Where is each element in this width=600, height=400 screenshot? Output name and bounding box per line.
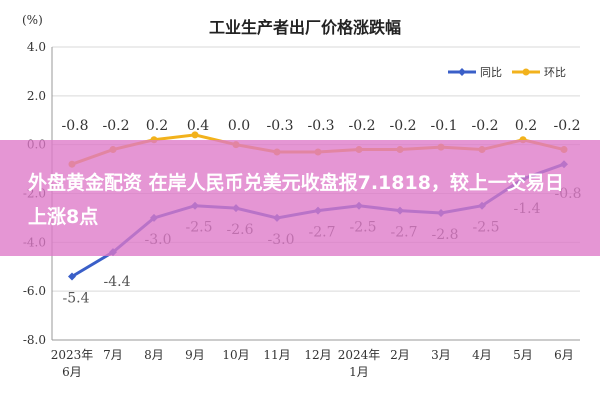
x-tick-label: 6月 — [554, 348, 574, 362]
x-tick-label: 12月 — [304, 348, 331, 362]
data-label: -0.2 — [472, 118, 499, 134]
data-label: 0.4 — [187, 118, 209, 134]
x-tick-label: 8月 — [144, 348, 164, 362]
data-point — [68, 272, 76, 281]
x-tick-label: 6月 — [62, 365, 82, 379]
x-tick-label: 5月 — [513, 348, 533, 362]
data-label: -0.2 — [390, 118, 417, 134]
data-label: -0.3 — [308, 118, 335, 134]
data-label: -0.8 — [62, 118, 89, 134]
x-tick-label: 4月 — [472, 348, 492, 362]
legend-label: 同比 — [480, 66, 502, 79]
legend-marker — [522, 68, 530, 76]
y-tick-label: -6.0 — [23, 284, 46, 298]
legend-label: 环比 — [544, 66, 566, 79]
headline-banner[interactable]: 外盘黄金配资 在岸人民币兑美元收盘报7.1818，较上一交易日上涨8点 — [0, 140, 600, 256]
y-tick-label: 4.0 — [27, 40, 46, 54]
legend-marker — [458, 68, 466, 76]
chart-title: 工业生产者出厂价格涨跌幅 — [209, 18, 401, 37]
x-tick-label: 2023年 — [51, 348, 94, 362]
x-tick-label: 10月 — [222, 348, 249, 362]
x-tick-label: 3月 — [431, 348, 451, 362]
data-point — [191, 131, 199, 139]
headline-text[interactable]: 外盘黄金配资 在岸人民币兑美元收盘报7.1818，较上一交易日上涨8点 — [28, 172, 564, 228]
data-label: 0.2 — [515, 118, 537, 134]
data-label: 0.0 — [228, 118, 250, 134]
x-tick-label: 7月 — [103, 348, 123, 362]
y-tick-label: 2.0 — [27, 89, 46, 103]
data-label: -0.2 — [349, 118, 376, 134]
data-label: -0.2 — [103, 118, 130, 134]
x-tick-label: 2月 — [390, 348, 410, 362]
data-label: -4.4 — [104, 274, 131, 290]
data-label: -0.2 — [554, 118, 581, 134]
data-label: -5.4 — [63, 291, 90, 307]
data-label: -0.1 — [431, 118, 458, 134]
data-label: 0.2 — [146, 118, 168, 134]
x-tick-label: 2024年 — [338, 348, 381, 362]
data-label: -0.3 — [267, 118, 294, 134]
y-tick-label: -8.0 — [23, 333, 46, 347]
x-tick-label: 11月 — [263, 348, 290, 362]
y-axis-label: (%) — [22, 13, 43, 27]
x-tick-label: 1月 — [349, 365, 369, 379]
x-tick-label: 9月 — [185, 348, 205, 362]
